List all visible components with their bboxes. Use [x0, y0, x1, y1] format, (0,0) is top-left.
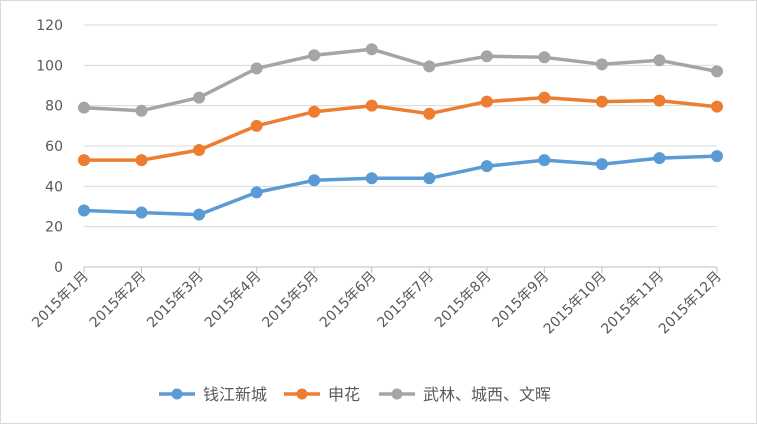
x-tick-label: 2015年4月	[202, 269, 265, 332]
data-point	[250, 119, 263, 132]
data-point	[653, 94, 666, 107]
series-lines	[78, 43, 723, 221]
y-tick-label: 80	[45, 99, 63, 115]
legend-item: 武林、城西、文晖	[379, 385, 551, 404]
x-tick-label: 2015年6月	[317, 269, 380, 332]
data-point	[423, 107, 436, 120]
data-point	[423, 60, 436, 73]
legend-marker	[391, 388, 403, 400]
data-point	[711, 65, 723, 78]
y-tick-label: 100	[36, 58, 63, 74]
legend-marker	[296, 388, 308, 400]
data-point	[193, 208, 206, 221]
legend-item: 申花	[284, 385, 360, 404]
series-0	[78, 150, 723, 221]
data-point	[193, 144, 206, 157]
y-tick-labels: 0 20 40 60 80 100 120	[36, 18, 63, 276]
x-tick-label: 2015年9月	[490, 269, 553, 332]
data-point	[480, 95, 493, 108]
series-line	[82, 95, 719, 162]
series-line	[82, 154, 719, 217]
x-tick-label: 2015年8月	[432, 269, 495, 332]
y-tick-label: 120	[36, 18, 63, 34]
axes	[83, 266, 718, 273]
data-point	[595, 158, 608, 171]
x-tick-label: 2015年1月	[29, 269, 92, 332]
data-point	[365, 99, 378, 112]
legend-item: 钱江新城	[159, 385, 267, 404]
x-tick-label: 2015年7月	[374, 269, 437, 332]
y-tick-label: 0	[54, 260, 63, 276]
x-tick-label: 2015年5月	[259, 269, 322, 332]
series-1	[78, 91, 723, 167]
data-point	[78, 204, 90, 217]
data-point	[538, 91, 551, 104]
data-point	[365, 43, 378, 56]
data-point	[135, 104, 148, 117]
series-2	[78, 43, 723, 117]
legend-label: 武林、城西、文晖	[423, 385, 551, 404]
x-tick-label: 2015年2月	[87, 269, 150, 332]
x-tick-label: 2015年3月	[144, 269, 207, 332]
legend-label: 钱江新城	[203, 385, 267, 404]
y-tick-label: 60	[45, 139, 63, 155]
legend-marker	[171, 388, 183, 400]
data-point	[78, 154, 90, 167]
data-point	[423, 172, 436, 185]
data-point	[250, 186, 263, 199]
y-tick-label: 40	[45, 179, 63, 195]
data-point	[711, 150, 723, 163]
data-point	[595, 58, 608, 71]
series-line	[82, 47, 719, 113]
data-point	[135, 206, 148, 219]
data-point	[135, 154, 148, 167]
data-point	[538, 154, 551, 167]
data-point	[595, 95, 608, 108]
data-point	[711, 100, 723, 113]
data-point	[365, 172, 378, 185]
data-point	[308, 105, 321, 118]
legend: 钱江新城 申花 武林、城西、文晖	[159, 385, 551, 404]
data-point	[480, 160, 493, 173]
x-tick-labels: 2015年1月2015年2月2015年3月2015年4月2015年5月2015年…	[29, 269, 725, 338]
data-point	[308, 174, 321, 187]
data-point	[308, 49, 321, 62]
data-point	[538, 51, 551, 64]
data-point	[653, 152, 666, 165]
legend-label: 申花	[328, 385, 360, 404]
data-point	[250, 62, 263, 75]
gridlines	[84, 24, 717, 228]
data-point	[480, 50, 493, 63]
data-point	[78, 101, 90, 114]
data-point	[653, 54, 666, 67]
y-tick-label: 20	[45, 220, 63, 236]
data-point	[193, 91, 206, 104]
